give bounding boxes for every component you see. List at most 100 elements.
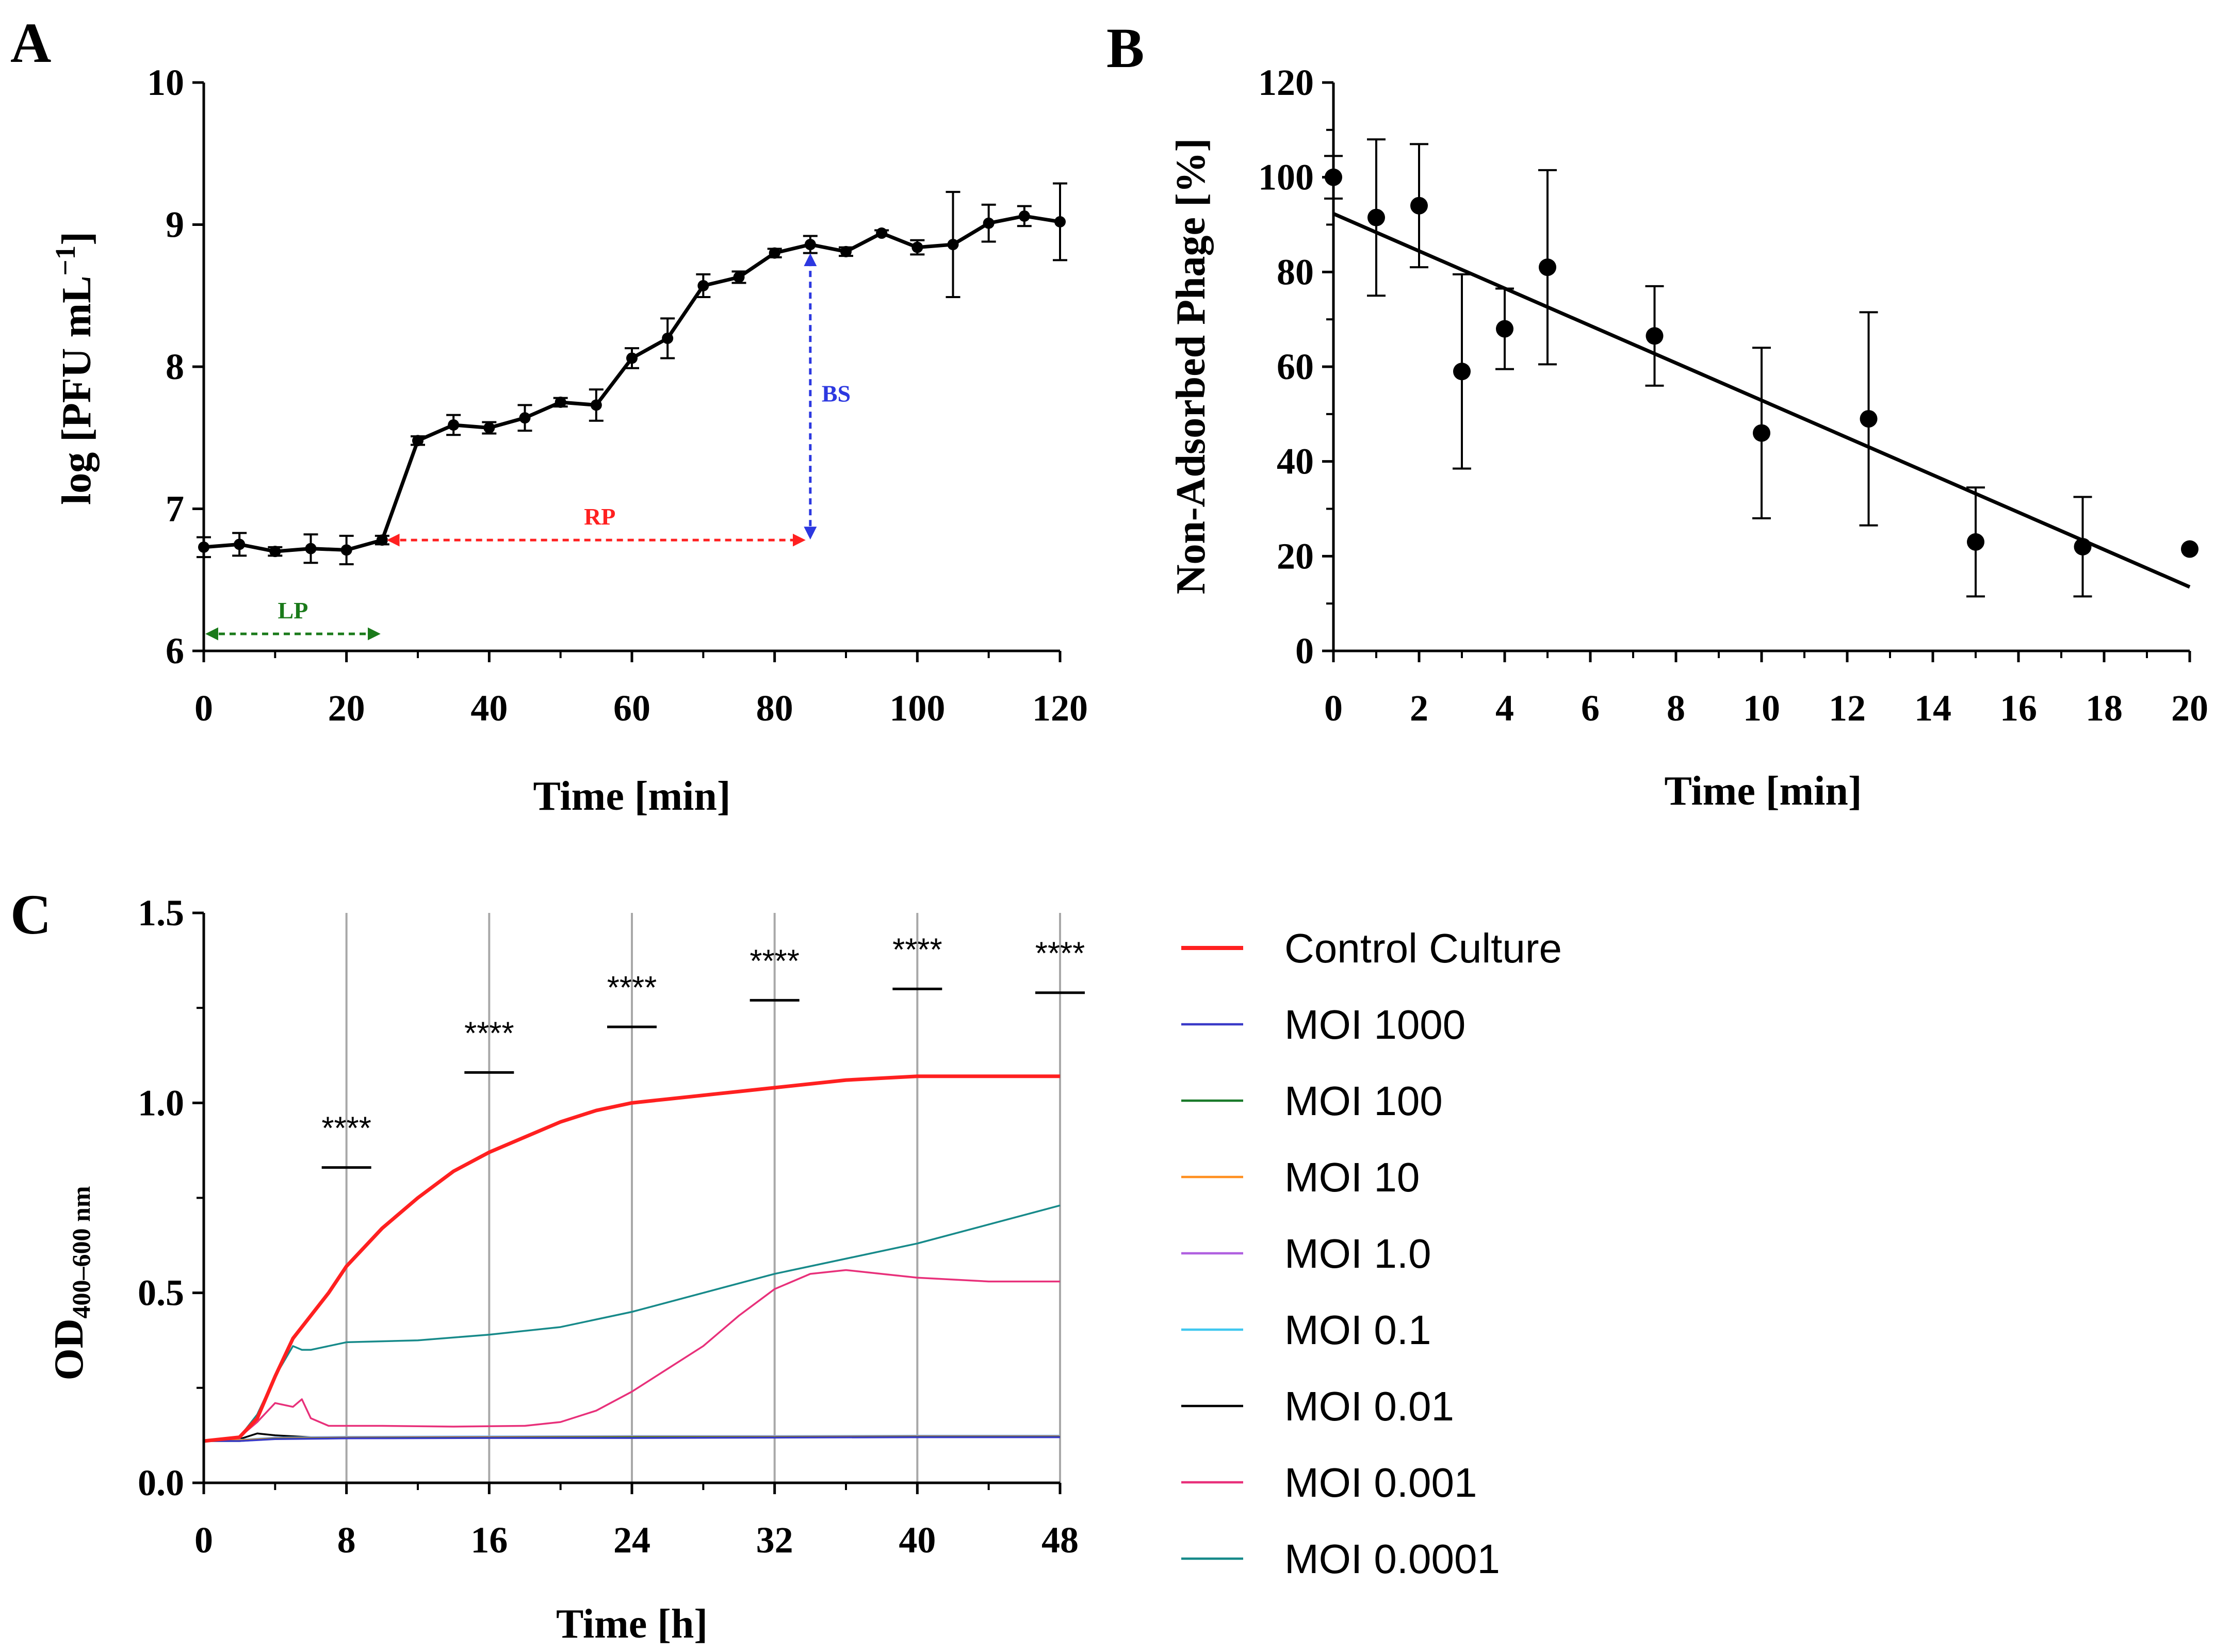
panel-a-data-point — [376, 534, 388, 546]
panel-b-y-tick-label: 60 — [1277, 346, 1314, 387]
panel-b-data-point — [1453, 363, 1471, 381]
panel-a-data-point — [911, 241, 923, 253]
significance-stars: **** — [1035, 936, 1085, 972]
legend-label: MOI 1000 — [1284, 1002, 1465, 1048]
panel-b-data-point — [1410, 197, 1428, 215]
panel-a-data-point — [804, 239, 816, 251]
significance-stars: **** — [607, 970, 657, 1006]
legend-label: MOI 10 — [1284, 1154, 1420, 1200]
panel-b-y-tick-label: 20 — [1277, 535, 1314, 577]
panel-a-data-point — [1054, 216, 1066, 227]
legend-label: MOI 0.0001 — [1284, 1536, 1500, 1582]
panel-a-data-point — [305, 543, 317, 554]
panel-b-x-tick-label: 18 — [2086, 688, 2123, 729]
panel-b-y-tick-label: 0 — [1295, 630, 1314, 672]
panel-c-series-line — [203, 1074, 1060, 1443]
panel-b-x-axis-label: Time [min] — [1665, 768, 1862, 814]
panel-c-legend: Control Culture MOI 1000 MOI 100 MOI 10 MOI … — [1181, 925, 1562, 1582]
panel-a-x-tick-label: 0 — [194, 688, 213, 729]
panel-c-series-line — [203, 1269, 1060, 1442]
panel-a-data-point — [519, 412, 531, 424]
panel-c-chart: 0 8 16 24 32 40 48 0.0 0.5 1.0 1.5 **** **** **** ***… — [46, 892, 1562, 1647]
panel-a-data-point — [840, 246, 852, 257]
panel-c-y-tick-label: 0.5 — [138, 1272, 184, 1314]
panel-b-y-axis-label: Non-Adsorbed Phage [%] — [1168, 138, 1214, 594]
panel-b-y-tick-label: 100 — [1258, 157, 1314, 198]
panel-a-data-point — [448, 419, 460, 431]
panel-a-x-tick-label: 40 — [470, 688, 508, 729]
panel-c-y-axis-label: OD400–600 nm — [46, 1186, 95, 1381]
significance-stars: **** — [464, 1016, 514, 1051]
panel-a-data-point — [947, 239, 959, 251]
legend-label: MOI 1.0 — [1284, 1231, 1431, 1277]
bs-label: BS — [822, 381, 851, 407]
panel-c-x-tick-label: 48 — [1041, 1519, 1079, 1561]
panel-a-series-line — [203, 214, 1061, 553]
panel-c-x-tick-label: 8 — [337, 1519, 356, 1561]
legend-label: Control Culture — [1284, 925, 1562, 971]
panel-b-y-tick-label: 40 — [1277, 441, 1314, 482]
panel-a-data-point — [733, 271, 745, 283]
panel-c-x-axis-label: Time [h] — [556, 1601, 708, 1647]
significance-stars: **** — [321, 1111, 371, 1147]
panel-a-data-point — [198, 541, 209, 553]
panel-c-x-tick-label: 24 — [613, 1519, 650, 1561]
panel-a-data-point — [626, 352, 638, 364]
panel-a-data-point — [483, 422, 495, 434]
significance-stars: **** — [892, 932, 942, 968]
panel-a-y-axis-label: log [PFU mL−1] — [50, 232, 100, 505]
panel-b-x-tick-label: 10 — [1743, 688, 1780, 729]
panel-a-data-point — [769, 247, 780, 259]
panel-b-x-tick-label: 4 — [1495, 688, 1514, 729]
panel-a-data-point — [340, 544, 352, 556]
panel-label-a: A — [10, 11, 51, 74]
panel-a-y-tick-label: 7 — [166, 488, 184, 530]
panel-a-data-point — [412, 435, 424, 447]
panel-a-data-point — [697, 280, 709, 291]
panel-b-data-point — [1539, 258, 1556, 276]
panel-b-x-tick-label: 16 — [2000, 688, 2037, 729]
lp-label: LP — [278, 597, 308, 624]
panel-a-x-tick-label: 120 — [1032, 688, 1088, 729]
panel-b-data-point — [2181, 540, 2198, 558]
panel-b-data-point — [1367, 208, 1385, 226]
panel-b-x-tick-label: 6 — [1581, 688, 1600, 729]
panel-b-data-point — [1646, 327, 1664, 345]
panel-b-data-point — [1496, 320, 1513, 338]
panel-b-data-point — [1753, 424, 1770, 442]
panel-a-data-point — [555, 396, 566, 408]
legend-label: MOI 0.01 — [1284, 1383, 1454, 1429]
panel-c-y-tick-label: 0.0 — [138, 1462, 184, 1503]
rp-label: RP — [584, 503, 615, 530]
panel-b-x-tick-label: 20 — [2171, 688, 2208, 729]
panel-a-x-tick-label: 60 — [613, 688, 650, 729]
panel-a-x-tick-label: 20 — [328, 688, 365, 729]
panel-a-data-point — [983, 217, 995, 229]
panel-a-data-point — [876, 227, 888, 239]
panel-b-x-tick-label: 14 — [1914, 688, 1951, 729]
panel-a-y-tick-label: 10 — [147, 62, 184, 103]
panel-b-data-point — [2074, 537, 2092, 555]
panel-a-data-point — [590, 399, 602, 411]
panel-b-x-tick-label: 2 — [1410, 688, 1428, 729]
panel-c-x-tick-label: 32 — [756, 1519, 793, 1561]
panel-label-c: C — [10, 883, 51, 946]
significance-stars: **** — [750, 943, 800, 979]
panel-b-data-point — [1860, 410, 1878, 428]
legend-label: MOI 0.001 — [1284, 1460, 1477, 1506]
panel-b-data-point — [1325, 168, 1342, 186]
legend-label: MOI 0.1 — [1284, 1307, 1431, 1353]
panel-b-y-tick-label: 120 — [1258, 62, 1314, 103]
panel-c-x-tick-label: 16 — [470, 1519, 508, 1561]
panel-b-y-tick-label: 80 — [1277, 251, 1314, 292]
panel-a-y-tick-label: 9 — [166, 204, 184, 246]
panel-a-x-axis-label: Time [min] — [533, 774, 731, 819]
panel-b-data-point — [1967, 533, 1984, 551]
panel-c-x-tick-label: 40 — [899, 1519, 936, 1561]
panel-b-x-tick-label: 8 — [1667, 688, 1685, 729]
panel-a-y-tick-label: 8 — [166, 346, 184, 387]
panel-c-y-tick-label: 1.0 — [138, 1082, 184, 1123]
legend-label: MOI 100 — [1284, 1078, 1443, 1124]
